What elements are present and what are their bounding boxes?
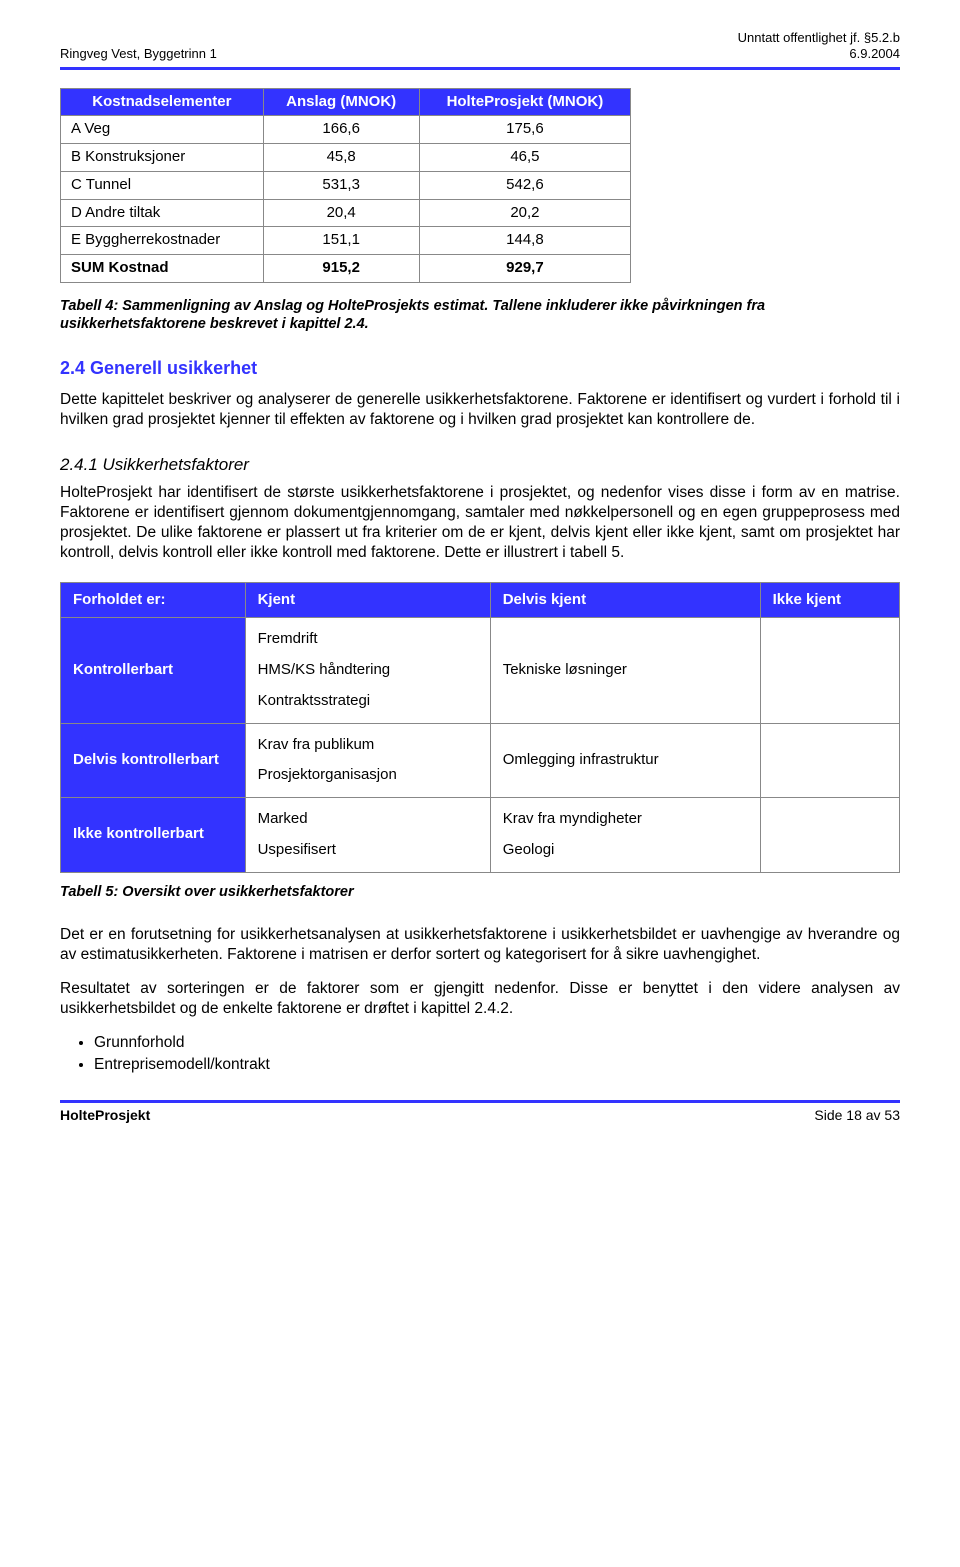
cost-label: A Veg bbox=[61, 116, 264, 144]
cost-label: E Byggherrekostnader bbox=[61, 227, 264, 255]
matrix-row: Kontrollerbart Fremdrift HMS/KS håndteri… bbox=[61, 618, 900, 723]
mx-item: Prosjektorganisasjon bbox=[258, 760, 478, 791]
mx-rowhdr: Delvis kontrollerbart bbox=[61, 723, 246, 798]
mx-item: Krav fra myndigheter bbox=[503, 804, 748, 835]
heading-2-4: 2.4 Generell usikkerhet bbox=[60, 357, 900, 380]
header-right: Unntatt offentlighet jf. §5.2.b 6.9.2004 bbox=[738, 30, 900, 63]
mx-item: Tekniske løsninger bbox=[503, 655, 748, 686]
mx-col-1: Kjent bbox=[245, 582, 490, 618]
cost-b: 929,7 bbox=[419, 255, 631, 283]
bullet-list: Grunnforhold Entreprisemodell/kontrakt bbox=[94, 1033, 900, 1074]
table-row: E Byggherrekostnader 151,1 144,8 bbox=[61, 227, 631, 255]
para-2-4: Dette kapittelet beskriver og analyserer… bbox=[60, 390, 900, 430]
mx-rowhdr: Kontrollerbart bbox=[61, 618, 246, 723]
cost-b: 46,5 bbox=[419, 144, 631, 172]
mx-col-2: Delvis kjent bbox=[490, 582, 760, 618]
mx-cell-delvis: Tekniske løsninger bbox=[490, 618, 760, 723]
mx-item: Fremdrift bbox=[258, 624, 478, 655]
cost-a: 915,2 bbox=[263, 255, 419, 283]
page-footer: HolteProsjekt Side 18 av 53 bbox=[60, 1107, 900, 1125]
footer-left: HolteProsjekt bbox=[60, 1107, 150, 1125]
footer-rule bbox=[60, 1100, 900, 1103]
table-row: B Konstruksjoner 45,8 46,5 bbox=[61, 144, 631, 172]
mx-cell-ikke bbox=[760, 798, 899, 873]
cost-b: 542,6 bbox=[419, 171, 631, 199]
post-para-2: Resultatet av sorteringen er de faktorer… bbox=[60, 979, 900, 1019]
bullet-item: Grunnforhold bbox=[94, 1033, 900, 1052]
mx-cell-kjent: Krav fra publikum Prosjektorganisasjon bbox=[245, 723, 490, 798]
cost-col-1: Anslag (MNOK) bbox=[263, 88, 419, 116]
cost-table: Kostnadselementer Anslag (MNOK) HoltePro… bbox=[60, 88, 631, 283]
cost-a: 20,4 bbox=[263, 199, 419, 227]
mx-item: Kontraktsstrategi bbox=[258, 686, 478, 717]
cost-a: 151,1 bbox=[263, 227, 419, 255]
header-rule bbox=[60, 67, 900, 70]
cost-label: D Andre tiltak bbox=[61, 199, 264, 227]
mx-cell-kjent: Fremdrift HMS/KS håndtering Kontraktsstr… bbox=[245, 618, 490, 723]
table-row: A Veg 166,6 175,6 bbox=[61, 116, 631, 144]
mx-cell-ikke bbox=[760, 723, 899, 798]
cost-a: 45,8 bbox=[263, 144, 419, 172]
cost-a: 166,6 bbox=[263, 116, 419, 144]
cost-col-0: Kostnadselementer bbox=[61, 88, 264, 116]
mx-item: Marked bbox=[258, 804, 478, 835]
cost-col-2: HolteProsjekt (MNOK) bbox=[419, 88, 631, 116]
risk-matrix: Forholdet er: Kjent Delvis kjent Ikke kj… bbox=[60, 582, 900, 873]
matrix-row: Delvis kontrollerbart Krav fra publikum … bbox=[61, 723, 900, 798]
mx-item: HMS/KS håndtering bbox=[258, 655, 478, 686]
page-header: Ringveg Vest, Byggetrinn 1 Unntatt offen… bbox=[60, 30, 900, 63]
cost-label: C Tunnel bbox=[61, 171, 264, 199]
table-5-caption: Tabell 5: Oversikt over usikkerhetsfakto… bbox=[60, 883, 900, 901]
post-para-1: Det er en forutsetning for usikkerhetsan… bbox=[60, 925, 900, 965]
mx-cell-delvis: Krav fra myndigheter Geologi bbox=[490, 798, 760, 873]
footer-right: Side 18 av 53 bbox=[814, 1107, 900, 1125]
mx-item: Krav fra publikum bbox=[258, 730, 478, 761]
cost-b: 175,6 bbox=[419, 116, 631, 144]
cost-b: 20,2 bbox=[419, 199, 631, 227]
header-left: Ringveg Vest, Byggetrinn 1 bbox=[60, 46, 217, 62]
bullet-item: Entreprisemodell/kontrakt bbox=[94, 1055, 900, 1074]
table-row: D Andre tiltak 20,4 20,2 bbox=[61, 199, 631, 227]
cost-b: 144,8 bbox=[419, 227, 631, 255]
mx-col-0: Forholdet er: bbox=[61, 582, 246, 618]
mx-cell-ikke bbox=[760, 618, 899, 723]
mx-cell-kjent: Marked Uspesifisert bbox=[245, 798, 490, 873]
para-2-4-1: HolteProsjekt har identifisert de størst… bbox=[60, 483, 900, 564]
mx-item: Geologi bbox=[503, 835, 748, 866]
mx-item: Omlegging infrastruktur bbox=[503, 745, 748, 776]
cost-a: 531,3 bbox=[263, 171, 419, 199]
mx-col-3: Ikke kjent bbox=[760, 582, 899, 618]
mx-item: Uspesifisert bbox=[258, 835, 478, 866]
mx-cell-delvis: Omlegging infrastruktur bbox=[490, 723, 760, 798]
matrix-row: Ikke kontrollerbart Marked Uspesifisert … bbox=[61, 798, 900, 873]
table-4-caption: Tabell 4: Sammenligning av Anslag og Hol… bbox=[60, 297, 900, 333]
heading-2-4-1: 2.4.1 Usikkerhetsfaktorer bbox=[60, 454, 900, 475]
mx-rowhdr: Ikke kontrollerbart bbox=[61, 798, 246, 873]
cost-label: SUM Kostnad bbox=[61, 255, 264, 283]
header-date: 6.9.2004 bbox=[738, 46, 900, 62]
header-classification: Unntatt offentlighet jf. §5.2.b bbox=[738, 30, 900, 46]
cost-label: B Konstruksjoner bbox=[61, 144, 264, 172]
table-row-sum: SUM Kostnad 915,2 929,7 bbox=[61, 255, 631, 283]
table-row: C Tunnel 531,3 542,6 bbox=[61, 171, 631, 199]
